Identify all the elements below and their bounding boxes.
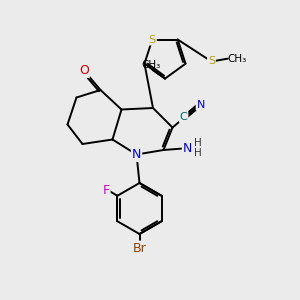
Text: H: H xyxy=(194,137,202,148)
Text: O: O xyxy=(79,64,89,77)
Text: S: S xyxy=(149,34,156,44)
Text: CH₃: CH₃ xyxy=(142,60,161,70)
Text: N: N xyxy=(183,142,192,155)
Text: F: F xyxy=(103,184,110,196)
Text: Br: Br xyxy=(133,242,146,255)
Text: N: N xyxy=(196,100,205,110)
Text: C: C xyxy=(180,112,188,122)
Text: N: N xyxy=(132,148,141,161)
Text: S: S xyxy=(208,56,215,67)
Text: H: H xyxy=(194,148,202,158)
Text: CH₃: CH₃ xyxy=(227,54,246,64)
